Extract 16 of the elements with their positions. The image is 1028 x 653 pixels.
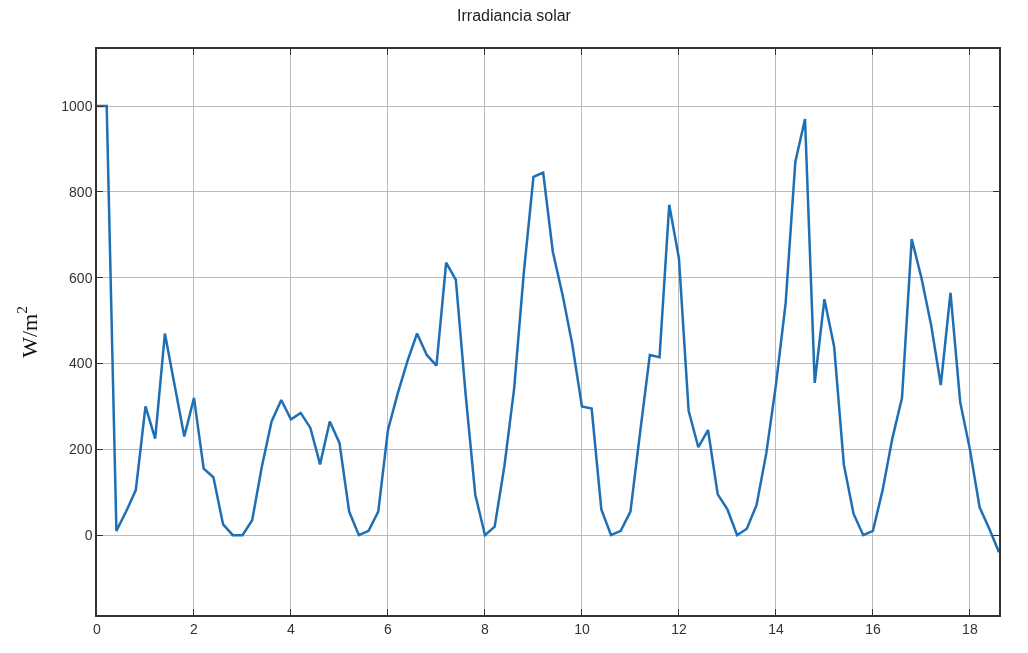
y-tick-label: 0	[84, 527, 93, 544]
x-tick-label: 4	[287, 620, 296, 637]
x-tick-label: 14	[768, 620, 784, 637]
y-tick-label: 200	[69, 441, 93, 458]
x-tick-label: 6	[384, 620, 393, 637]
y-tick-label: 400	[69, 355, 93, 372]
x-tick-label: 2	[190, 620, 199, 637]
x-tick-label: 8	[481, 620, 490, 637]
x-tick-label: 10	[574, 620, 590, 637]
x-tick-label: 18	[962, 620, 978, 637]
x-tick-label: 16	[865, 620, 881, 637]
y-tick-label: 800	[69, 183, 93, 200]
y-tick-label: 1000	[61, 97, 93, 114]
y-tick-label: 600	[69, 269, 93, 286]
chart-title: Irradiancia solar	[457, 6, 572, 24]
x-tick-label: 12	[671, 620, 687, 637]
